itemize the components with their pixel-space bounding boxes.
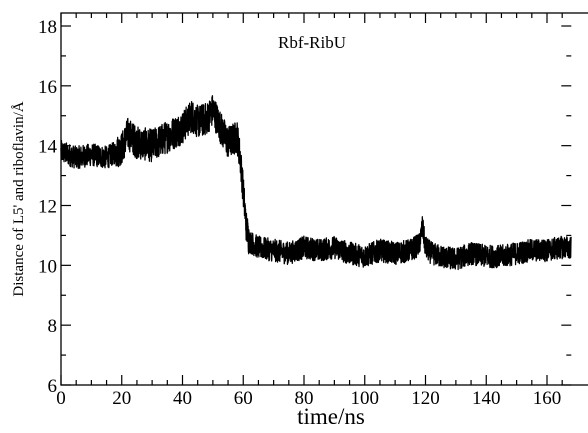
x-tick-label: 60 (234, 388, 253, 409)
x-tick-label: 0 (56, 388, 66, 409)
x-tick-label: 100 (351, 388, 380, 409)
x-tick-label: 40 (173, 388, 192, 409)
axis-ticks (60, 13, 572, 386)
y-axis-title: Distance of L5' and riboflavin/Å (11, 101, 27, 296)
y-tick-label: 16 (38, 77, 57, 98)
x-tick-label: 20 (112, 388, 131, 409)
y-tick-label: 8 (48, 316, 58, 337)
tick-labels: 0 20 40 60 80 100 120 140 160 6 8 10 12 14 16 18 (38, 17, 561, 409)
y-tick-label: 14 (38, 137, 58, 158)
series-line (60, 95, 572, 271)
x-tick-label: 120 (411, 388, 440, 409)
y-tick-label: 18 (38, 17, 57, 38)
x-tick-label: 140 (472, 388, 501, 409)
chart-title: Rbf-RibU (278, 33, 346, 52)
y-tick-label: 6 (48, 376, 58, 397)
y-tick-label: 10 (38, 256, 57, 277)
x-tick-label: 80 (295, 388, 314, 409)
x-axis-title: time/ns (297, 404, 365, 429)
y-tick-label: 12 (38, 197, 57, 218)
x-tick-label: 160 (533, 388, 562, 409)
plot-frame (60, 12, 588, 386)
